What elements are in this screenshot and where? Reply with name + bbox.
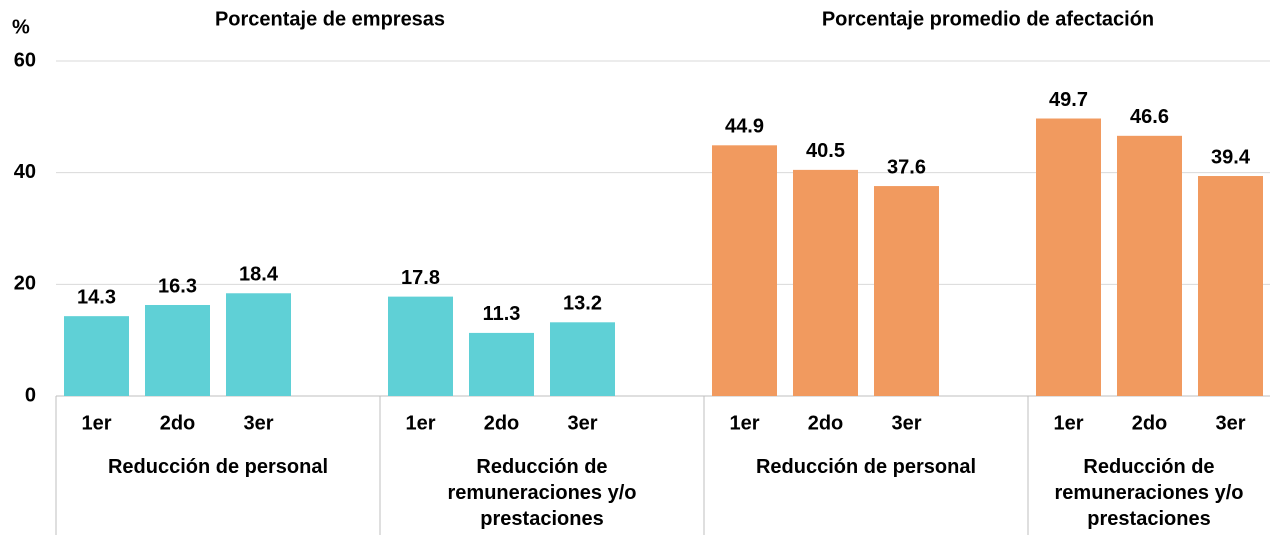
value-label: 39.4 xyxy=(1211,146,1251,168)
x-tick-label: 1er xyxy=(1053,412,1083,434)
value-label: 44.9 xyxy=(725,116,764,138)
group-label: Reducción de remuneraciones y/o prestaci… xyxy=(1054,456,1244,530)
y-tick-label: 0 xyxy=(25,384,36,406)
bar xyxy=(469,332,534,396)
bar xyxy=(145,304,210,396)
bar xyxy=(388,296,453,396)
bar xyxy=(1117,135,1182,397)
x-tick-label: 2do xyxy=(484,412,520,434)
value-label: 37.6 xyxy=(887,156,926,178)
bar xyxy=(64,316,129,396)
value-label: 49.7 xyxy=(1049,89,1088,111)
value-label: 13.2 xyxy=(563,293,602,315)
bar xyxy=(1036,118,1101,396)
section-title: Porcentaje de empresas xyxy=(215,8,445,30)
x-tick-label: 3er xyxy=(1215,412,1245,434)
x-tick-label: 2do xyxy=(160,412,196,434)
section-title: Porcentaje promedio de afectación xyxy=(822,8,1154,30)
y-tick-label: 40 xyxy=(14,161,36,183)
value-label: 11.3 xyxy=(483,303,521,325)
group-label: Reducción de personal xyxy=(107,456,329,478)
bar xyxy=(1198,176,1263,396)
x-tick-label: 3er xyxy=(243,412,273,434)
x-tick-label: 2do xyxy=(808,412,844,434)
value-label: 17.8 xyxy=(401,267,440,289)
y-tick-label: 60 xyxy=(14,49,36,71)
value-label: 46.6 xyxy=(1130,106,1169,128)
bar xyxy=(874,186,939,396)
value-label: 16.3 xyxy=(158,275,197,297)
y-axis-label: % xyxy=(12,16,30,38)
value-label: 14.3 xyxy=(77,286,116,308)
x-tick-label: 1er xyxy=(729,412,759,434)
value-label: 40.5 xyxy=(806,140,845,162)
x-tick-label: 1er xyxy=(81,412,111,434)
bar xyxy=(550,322,615,396)
x-tick-label: 3er xyxy=(567,412,597,434)
group-label: Reducción de personal xyxy=(755,456,977,478)
bar xyxy=(712,145,777,396)
x-tick-label: 3er xyxy=(891,412,921,434)
value-label: 18.4 xyxy=(239,264,279,286)
x-tick-label: 2do xyxy=(1132,412,1168,434)
group-label: Reducción de remuneraciones y/o prestaci… xyxy=(447,456,637,530)
bar xyxy=(793,169,858,396)
bar xyxy=(226,293,291,396)
x-tick-label: 1er xyxy=(405,412,435,434)
y-tick-label: 20 xyxy=(14,273,36,295)
